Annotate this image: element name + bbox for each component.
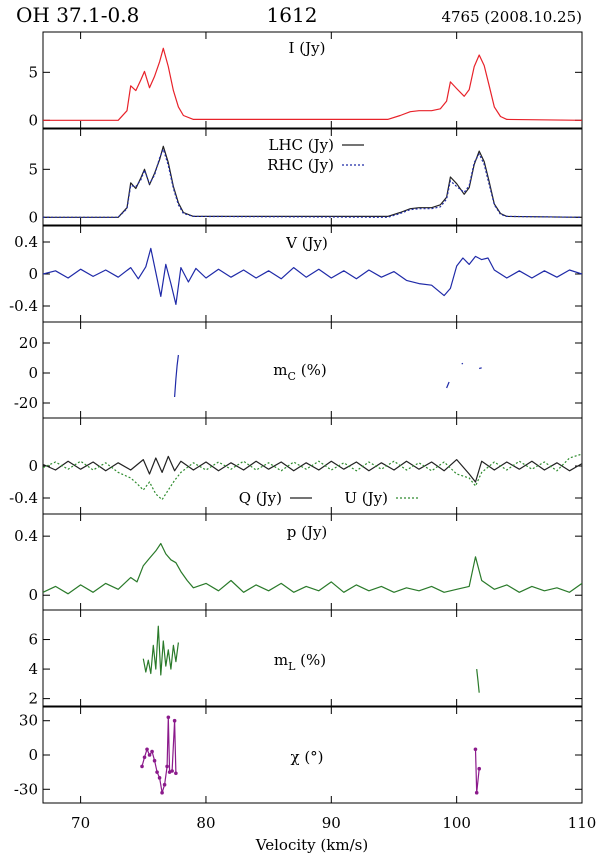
series-line-p-0: [43, 542, 582, 595]
legend-label: Q (Jy): [239, 489, 282, 507]
panel-I: 0 5 I (Jy): [28, 31, 583, 129]
y-tick-label: 0: [28, 364, 38, 382]
y-tick-label: 0: [28, 457, 38, 475]
data-point: [152, 758, 157, 763]
y-tick-label: 5: [28, 160, 38, 178]
epoch-label: 4765 (2008.10.25): [441, 8, 582, 26]
segment-mL-0: [142, 625, 179, 676]
panel-stack: 0 5 I (Jy) 0 5 LHC (Jy) RHC (Jy) -0.4 0 0.4 V (Jy)…: [9, 31, 583, 804]
frequency-label: 1612: [267, 3, 318, 27]
panel-label-suffix: (%): [295, 651, 326, 669]
y-tick-label: 0: [28, 265, 38, 283]
data-point: [473, 747, 478, 752]
series-line-QU-0: [43, 455, 582, 483]
panel-label: χ (°): [290, 748, 323, 766]
plot-area: [43, 145, 582, 218]
panel-label: p (Jy): [287, 523, 328, 541]
panel-mL: 2 4 6 mL (%): [28, 609, 583, 708]
segment-mC-3: [479, 367, 482, 370]
plot-area: [43, 47, 582, 121]
series-line-QU-1: [43, 453, 582, 501]
data-point: [160, 790, 164, 795]
series-line-I-0: [43, 47, 582, 121]
data-point: [157, 776, 162, 780]
x-tick-label: 110: [568, 814, 597, 832]
panel-mC: -20 0 20 mC (%): [14, 321, 583, 419]
panel-label-suffix: (%): [296, 361, 327, 379]
panel-p: 0 0.4 p (Jy): [14, 513, 583, 611]
data-point: [170, 769, 174, 773]
data-point: [155, 770, 159, 774]
y-tick-label: 6: [28, 631, 38, 649]
panel-LR: 0 5 LHC (Jy) RHC (Jy): [28, 128, 583, 226]
data-point: [165, 764, 169, 769]
panel-label-sub: L: [288, 660, 296, 673]
panel-V: -0.4 0 0.4 V (Jy): [9, 225, 583, 323]
x-axis-label: Velocity (km/s): [255, 836, 368, 854]
segment-mC-1: [446, 381, 450, 389]
series-line-V-0: [43, 247, 582, 305]
data-point: [147, 753, 152, 757]
panel-frame: [42, 31, 583, 129]
y-tick-label: 0: [28, 111, 38, 129]
y-tick-label: 2: [28, 690, 38, 708]
segment-mC-0: [174, 354, 179, 398]
panel-frame: [42, 609, 583, 707]
panel-label-sub: C: [288, 370, 296, 383]
data-point: [477, 766, 482, 771]
data-point: [162, 782, 167, 787]
panel-frame: [42, 128, 583, 226]
y-tick-label: 5: [28, 63, 38, 81]
y-tick-label: 0.4: [14, 527, 38, 545]
x-axis: 70 80 90 100 110: [71, 814, 596, 832]
y-tick-label: -20: [14, 394, 38, 412]
legend-label: LHC (Jy): [269, 136, 334, 154]
source-name: OH 37.1-0.8: [16, 3, 139, 27]
legend-label: RHC (Jy): [267, 156, 334, 174]
x-tick-label: 90: [322, 814, 341, 832]
y-tick-label: -0.4: [9, 297, 38, 315]
plot-area: [43, 453, 582, 501]
data-point: [172, 718, 177, 723]
panel-label: mC (%): [273, 361, 326, 383]
y-tick-label: 20: [19, 334, 38, 352]
y-tick-label: 0: [28, 586, 38, 604]
panel-label: V (Jy): [285, 234, 328, 252]
x-tick-label: 80: [196, 814, 215, 832]
data-point: [474, 790, 479, 795]
segment-chi-0: [141, 716, 177, 794]
y-tick-label: 4: [28, 660, 38, 678]
plot-area: [174, 354, 482, 398]
y-tick-label: 30: [19, 712, 38, 730]
y-tick-label: 0: [28, 746, 38, 764]
legend-label: U (Jy): [344, 489, 388, 507]
panel-chi: -30 0 30 χ (°): [14, 706, 583, 804]
plot-area: [140, 715, 482, 795]
x-tick-label: 70: [71, 814, 90, 832]
segment-mC-2: [461, 362, 464, 365]
plot-area: [142, 625, 480, 693]
data-point: [142, 755, 147, 760]
data-point: [166, 715, 171, 720]
data-point: [174, 771, 178, 776]
x-tick-label: 100: [442, 814, 471, 832]
panel-label: mL (%): [274, 651, 326, 673]
y-tick-label: 0: [28, 208, 38, 226]
y-tick-label: 0.4: [14, 233, 38, 251]
data-point: [150, 749, 154, 754]
y-tick-label: -0.4: [9, 489, 38, 507]
y-tick-label: -30: [14, 780, 38, 798]
panel-QU: -0.4 0 Q (Jy) U (Jy): [9, 417, 583, 515]
panel-label: I (Jy): [289, 39, 326, 57]
segment-mL-1: [476, 669, 480, 693]
series-line-LR-1: [43, 148, 582, 218]
plot-area: [43, 247, 582, 305]
data-point: [145, 747, 149, 752]
segment-chi-1: [474, 749, 480, 794]
data-point: [140, 764, 144, 769]
plot-area: [43, 542, 582, 595]
